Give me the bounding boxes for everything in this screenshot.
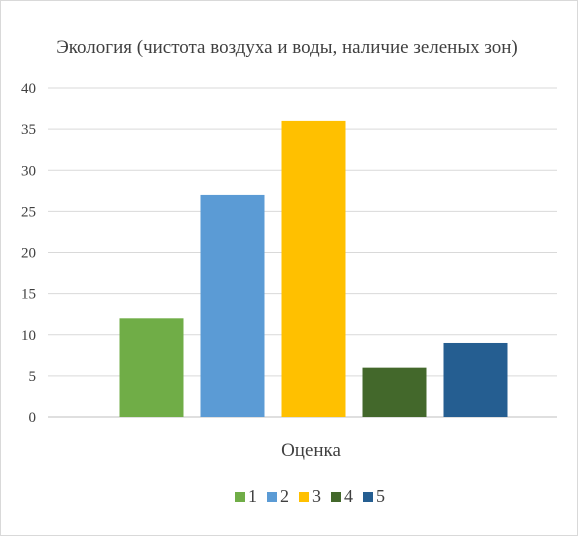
bar-series-1 bbox=[119, 318, 184, 417]
legend-swatch-2 bbox=[267, 492, 277, 502]
y-tick-label: 20 bbox=[21, 246, 36, 262]
legend-label-4: 4 bbox=[344, 486, 353, 506]
y-tick-label: 10 bbox=[21, 328, 36, 344]
bar-series-2 bbox=[200, 194, 265, 417]
y-tick-label: 5 bbox=[29, 369, 37, 385]
legend-swatch-3 bbox=[299, 492, 309, 502]
x-axis-title: Оценка bbox=[281, 440, 341, 461]
legend-label-5: 5 bbox=[376, 486, 385, 506]
legend-swatch-1 bbox=[235, 492, 245, 502]
y-tick-label: 40 bbox=[21, 81, 36, 97]
bar-series-3 bbox=[281, 120, 346, 418]
legend-label-1: 1 bbox=[248, 486, 257, 506]
legend-swatch-4 bbox=[331, 492, 341, 502]
y-axis-ticks: 0 5 10 15 20 25 30 35 40 bbox=[21, 81, 36, 426]
chart-title: Экология (чистота воздуха и воды, наличи… bbox=[56, 37, 518, 58]
y-tick-label: 25 bbox=[21, 204, 36, 220]
y-tick-label: 30 bbox=[21, 163, 36, 179]
legend-label-3: 3 bbox=[312, 486, 321, 506]
legend-label-2: 2 bbox=[280, 486, 289, 506]
y-tick-label: 35 bbox=[21, 122, 36, 138]
y-tick-label: 15 bbox=[21, 287, 36, 303]
bars bbox=[119, 120, 508, 418]
y-tick-label: 0 bbox=[29, 410, 37, 426]
bar-series-4 bbox=[362, 367, 427, 417]
bar-series-5 bbox=[443, 342, 508, 417]
legend: 1 2 3 4 5 bbox=[235, 486, 385, 506]
legend-swatch-5 bbox=[363, 492, 373, 502]
